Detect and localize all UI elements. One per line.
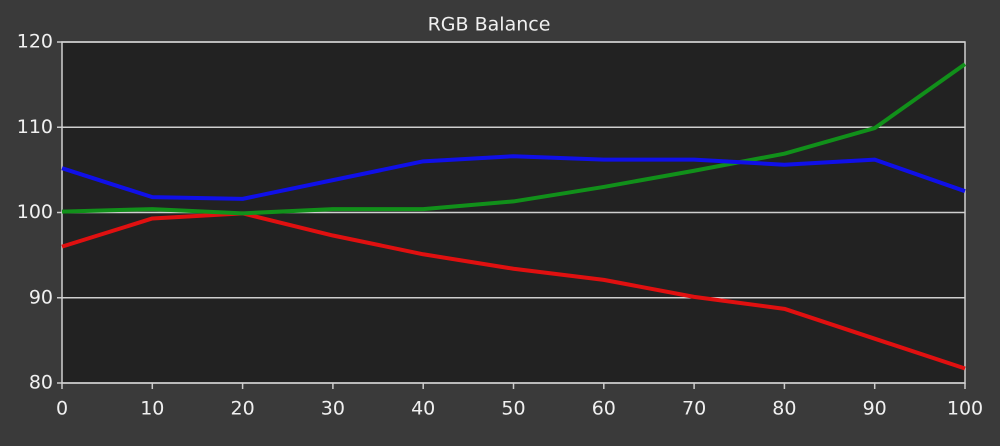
y-tick-label: 120 <box>17 31 53 53</box>
x-tick-label: 30 <box>321 398 345 420</box>
chart-title: RGB Balance <box>428 14 551 36</box>
plot-border <box>61 41 966 384</box>
x-tick-label: 40 <box>411 398 435 420</box>
x-tick-label: 70 <box>682 398 706 420</box>
series-line <box>61 62 967 216</box>
y-tick-label: 80 <box>29 372 53 394</box>
x-tick-label: 60 <box>592 398 616 420</box>
x-tick-label: 0 <box>56 398 68 420</box>
y-tick-label: 110 <box>17 116 53 138</box>
x-tick-label: 50 <box>501 398 525 420</box>
series-line <box>61 154 966 201</box>
y-tick-label: 100 <box>17 201 53 223</box>
series-line <box>61 211 966 371</box>
x-tick-label: 90 <box>863 398 887 420</box>
y-tick-label: 90 <box>29 286 53 308</box>
x-tick-label: 10 <box>140 398 164 420</box>
x-tick-label: 20 <box>231 398 255 420</box>
x-tick-label: 80 <box>772 398 796 420</box>
x-tick-label: 100 <box>947 398 983 420</box>
